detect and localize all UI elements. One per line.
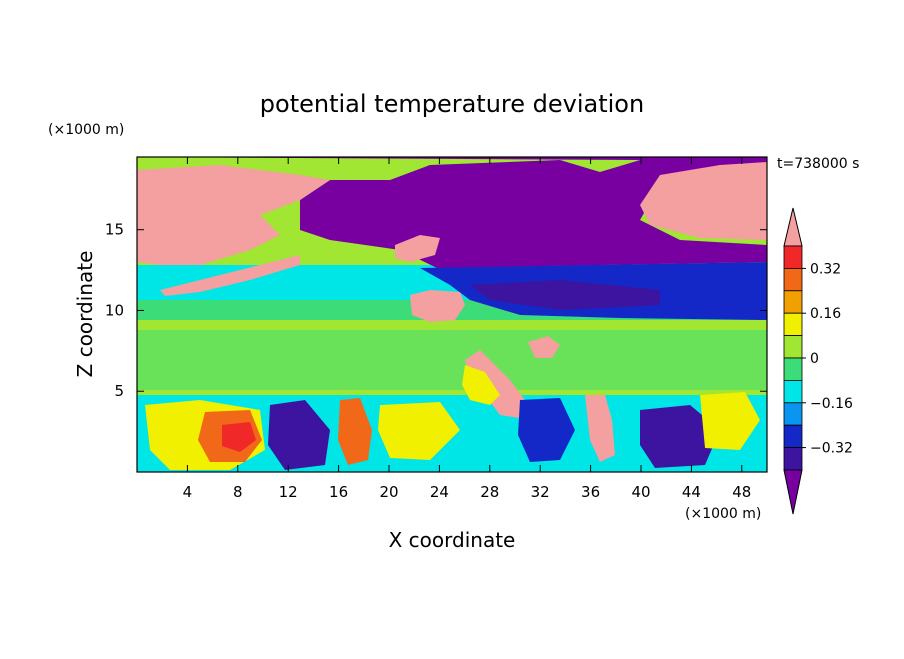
colorbar-upper-arrow — [783, 207, 803, 247]
time-label: t=738000 s — [777, 156, 859, 172]
region-yellow-lower-6 — [700, 392, 760, 450]
y-axis-ticks: 5 10 15 — [105, 221, 767, 400]
region-warm-upper-right — [640, 162, 767, 240]
colorbar-level — [783, 357, 803, 381]
region-warm-small-right — [528, 336, 560, 358]
plot-frame — [136, 156, 768, 473]
x-tick-label: 20 — [379, 483, 398, 501]
colorbar-lower-arrow — [783, 469, 803, 515]
region-warm-upper-left — [137, 165, 330, 265]
y-axis-label: Z coordinate — [73, 251, 97, 378]
region-red-lower-left — [222, 422, 256, 452]
y-unit-label: (×1000 m) — [48, 122, 124, 138]
x-tick-label: 24 — [430, 483, 449, 501]
region-cold-lower-1 — [268, 400, 330, 470]
chart-title: potential temperature deviation — [260, 90, 644, 118]
colorbar-level — [783, 447, 803, 471]
x-tick-label: 4 — [183, 483, 193, 501]
y-tick-label: 15 — [105, 221, 124, 239]
x-axis-label: X coordinate — [389, 528, 516, 552]
x-tick-label: 40 — [631, 483, 650, 501]
colorbar-label: −0.16 — [810, 396, 853, 412]
region-warm-lower-2 — [338, 398, 372, 465]
colorbar-level — [783, 290, 803, 314]
y-tick-label: 10 — [105, 301, 124, 319]
x-tick-label: 44 — [682, 483, 701, 501]
colorbar-level — [783, 424, 803, 449]
colorbar-level — [783, 335, 803, 359]
colorbar-level — [783, 267, 803, 292]
x-tick-label: 32 — [531, 483, 550, 501]
region-cold-mid-core — [470, 280, 660, 310]
colorbar-label: −0.32 — [810, 441, 853, 457]
region-warm-streak — [160, 255, 300, 296]
region-warm-right-low — [585, 395, 615, 462]
region-cold-top — [137, 157, 767, 268]
x-tick-label: 36 — [581, 483, 600, 501]
colorbar-level — [783, 245, 803, 269]
x-tick-label: 8 — [233, 483, 243, 501]
region-warm-blob-small — [395, 235, 440, 262]
x-unit-label: (×1000 m) — [685, 506, 761, 522]
colorbar-label: 0 — [810, 351, 819, 367]
colorbar: 0.32 0.16 0 −0.16 −0.32 — [783, 207, 853, 515]
x-tick-label: 28 — [480, 483, 499, 501]
region-yellow-plume — [462, 365, 500, 405]
plot-area — [137, 157, 767, 472]
colorbar-label: 0.32 — [810, 261, 841, 277]
region-cold-lower-5 — [640, 405, 720, 468]
region-cold-lower-4 — [518, 398, 575, 462]
x-tick-label: 12 — [279, 483, 298, 501]
x-tick-label: 48 — [732, 483, 751, 501]
colorbar-label: 0.16 — [810, 306, 841, 322]
x-axis-ticks: 4 8 12 16 20 24 28 32 36 40 44 48 — [183, 157, 751, 501]
region-yellow-lower-3 — [378, 402, 460, 460]
colorbar-level — [783, 379, 803, 404]
colorbar-level — [783, 312, 803, 337]
y-tick-label: 5 — [114, 382, 124, 400]
band-mid-green — [137, 330, 767, 390]
region-warm-blob-center — [410, 290, 465, 322]
x-tick-label: 16 — [329, 483, 348, 501]
region-warm-plume — [465, 350, 525, 418]
colorbar-level — [783, 402, 803, 426]
